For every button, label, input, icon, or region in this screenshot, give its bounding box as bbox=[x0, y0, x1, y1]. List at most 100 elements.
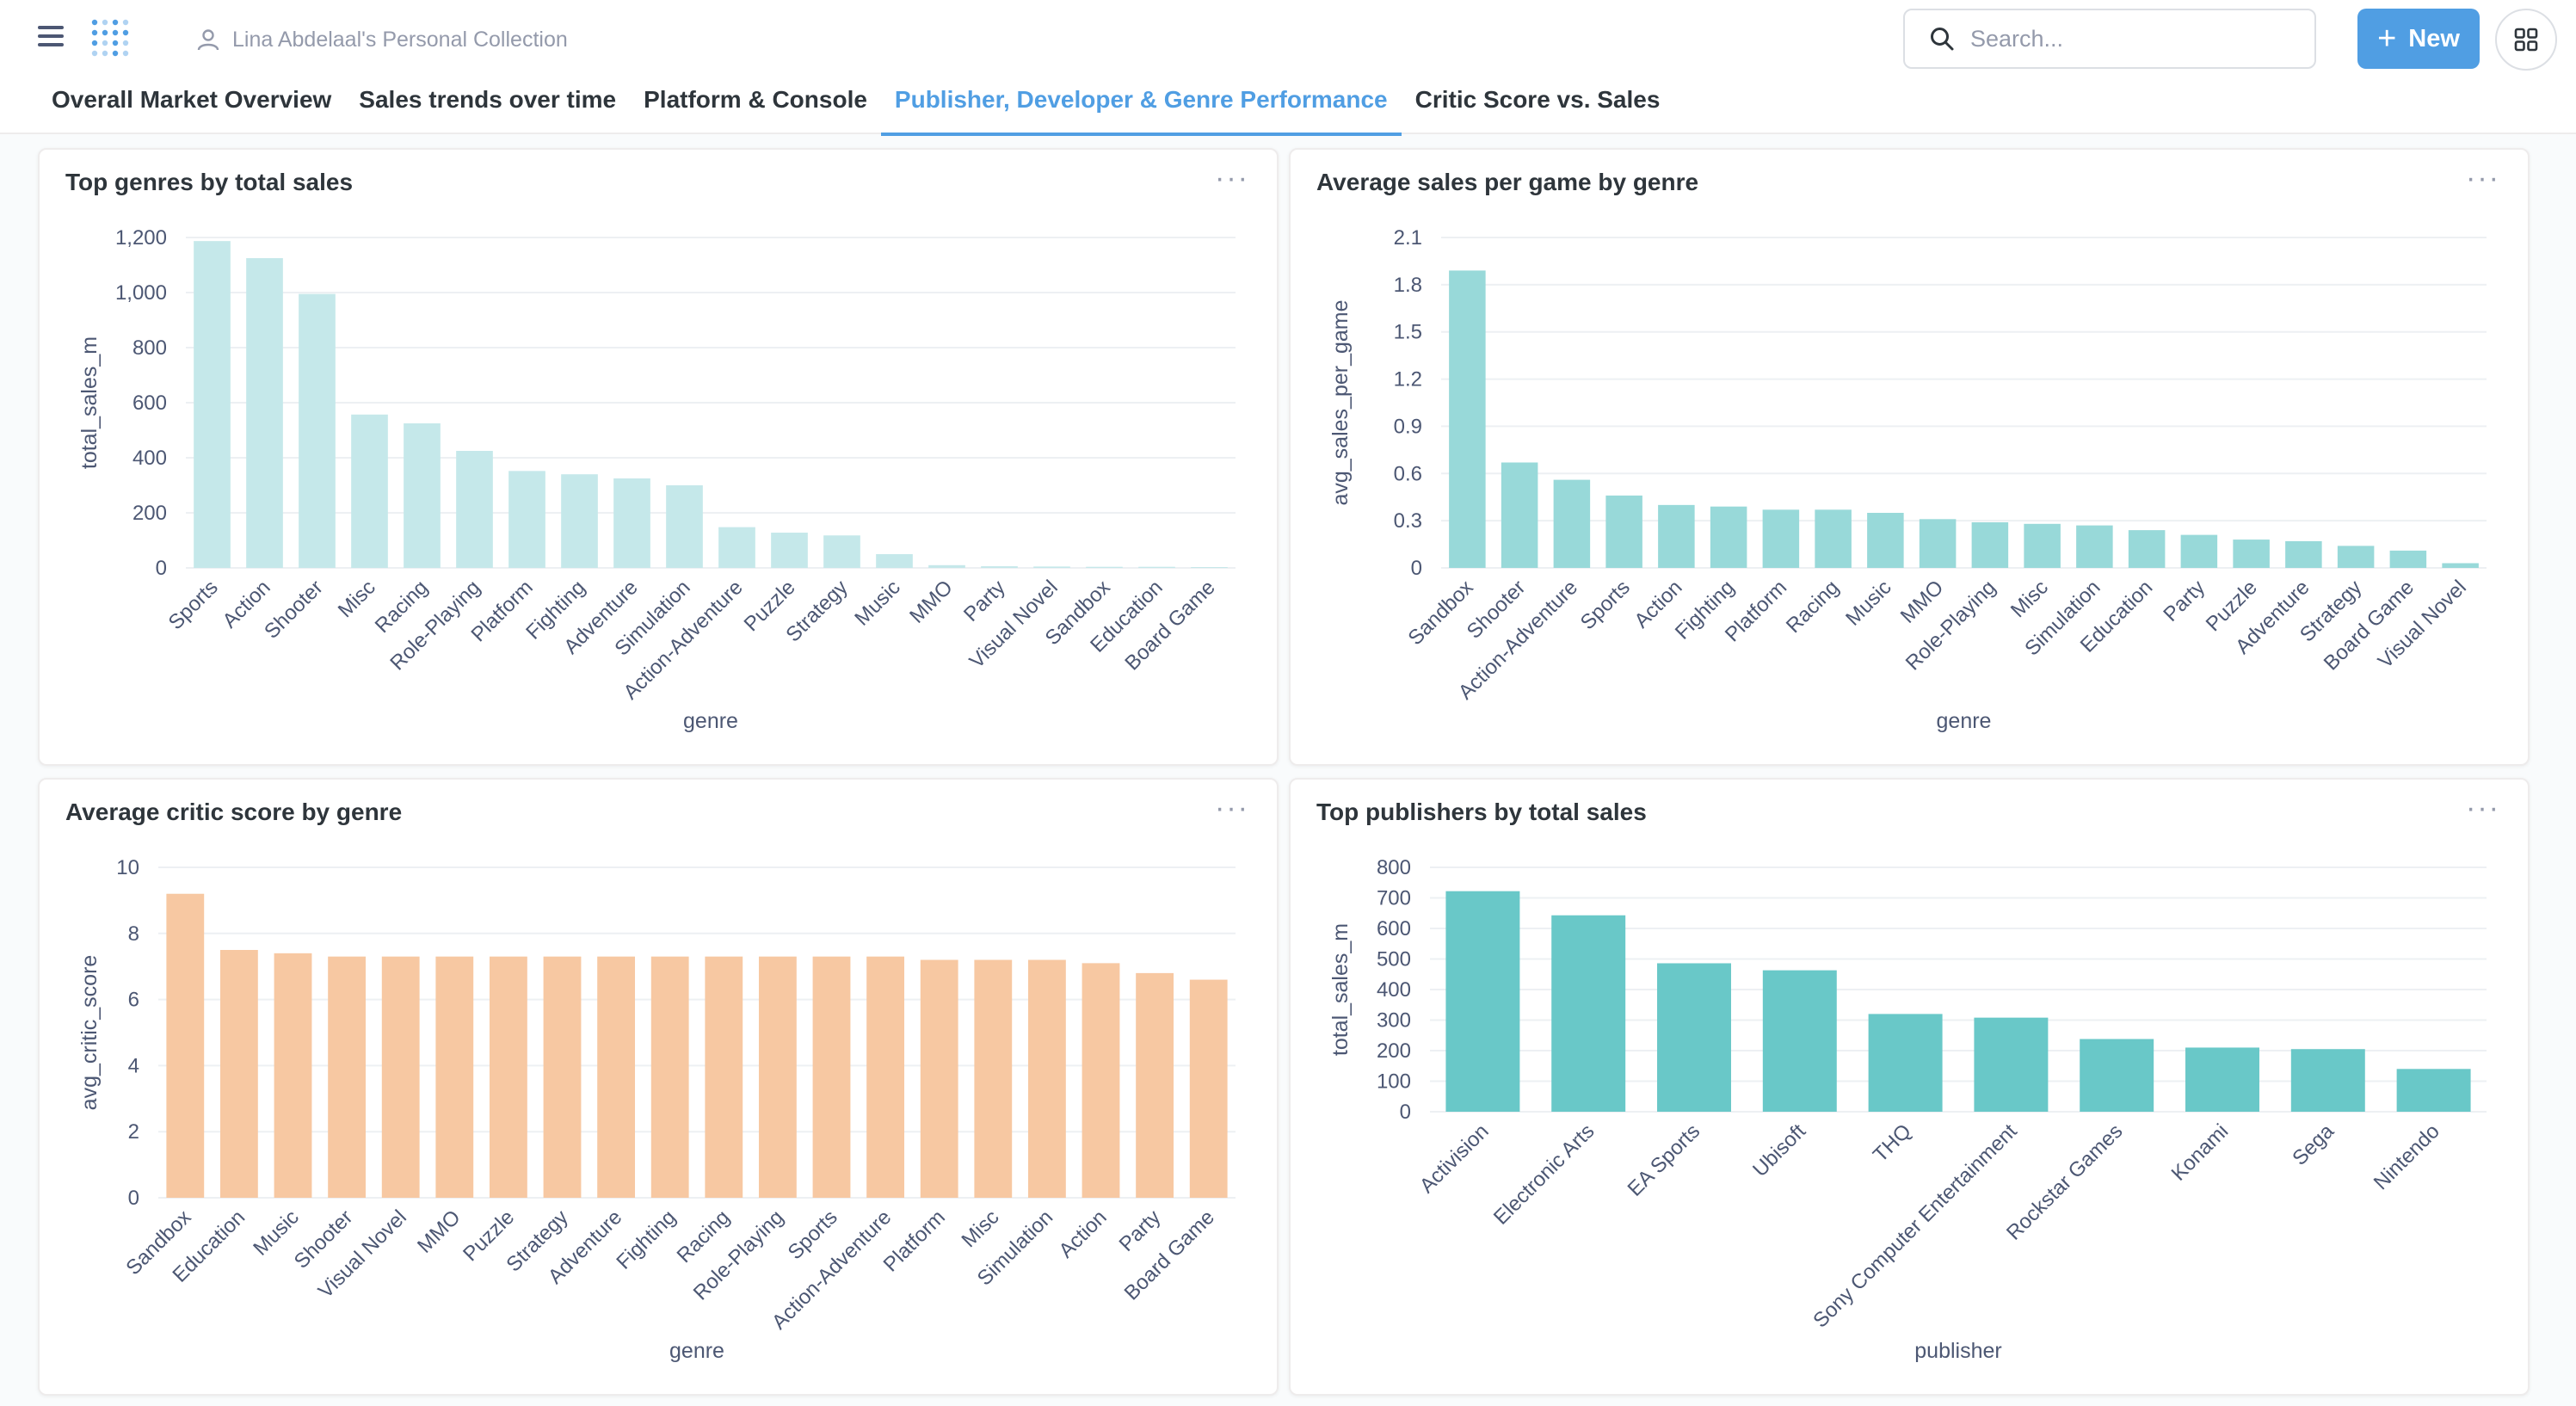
card-more-menu-icon[interactable]: ··· bbox=[2466, 792, 2500, 824]
bar[interactable] bbox=[404, 423, 441, 568]
bar[interactable] bbox=[1710, 506, 1747, 568]
person-icon bbox=[197, 29, 219, 51]
y-tick-label: 400 bbox=[1377, 978, 1411, 1002]
bar[interactable] bbox=[351, 414, 388, 568]
bar[interactable] bbox=[2389, 550, 2427, 568]
bar[interactable] bbox=[876, 554, 913, 568]
x-tick-label: EA Sports bbox=[1624, 1119, 1705, 1201]
bar[interactable] bbox=[2337, 546, 2375, 568]
bar[interactable] bbox=[561, 474, 598, 568]
bar[interactable] bbox=[1867, 513, 1904, 568]
bar[interactable] bbox=[2442, 563, 2479, 568]
bar[interactable] bbox=[1868, 1014, 1943, 1112]
card-more-menu-icon[interactable]: ··· bbox=[1215, 162, 1249, 194]
tab-publisher-developer-genre[interactable]: Publisher, Developer & Genre Performance bbox=[880, 84, 1402, 136]
bar[interactable] bbox=[2290, 1049, 2365, 1112]
bar[interactable] bbox=[1086, 566, 1123, 568]
bar[interactable] bbox=[246, 258, 283, 568]
bar[interactable] bbox=[2180, 534, 2218, 568]
y-tick-label: 4 bbox=[128, 1054, 139, 1077]
search-input[interactable] bbox=[1970, 25, 2297, 52]
bar[interactable] bbox=[981, 566, 1018, 568]
bar[interactable] bbox=[1762, 970, 1837, 1112]
bar[interactable] bbox=[1657, 963, 1731, 1112]
bar[interactable] bbox=[381, 956, 420, 1198]
bar[interactable] bbox=[2024, 523, 2061, 568]
bar[interactable] bbox=[974, 959, 1013, 1198]
bar[interactable] bbox=[812, 956, 851, 1198]
bar[interactable] bbox=[508, 471, 545, 568]
bar[interactable] bbox=[823, 535, 860, 568]
x-tick-label: Sega bbox=[2288, 1119, 2339, 1170]
bar[interactable] bbox=[920, 959, 958, 1198]
bar[interactable] bbox=[771, 533, 808, 568]
y-tick-label: 300 bbox=[1377, 1009, 1411, 1033]
bar[interactable] bbox=[1605, 495, 1642, 568]
bar[interactable] bbox=[866, 956, 905, 1198]
bar[interactable] bbox=[2185, 1047, 2259, 1112]
bar[interactable] bbox=[1138, 566, 1175, 568]
tab-overall-market-overview[interactable]: Overall Market Overview bbox=[52, 86, 332, 113]
bar[interactable] bbox=[435, 956, 474, 1198]
bar[interactable] bbox=[1762, 509, 1800, 568]
search-box[interactable] bbox=[1903, 9, 2316, 69]
bar[interactable] bbox=[613, 478, 650, 568]
bar[interactable] bbox=[328, 956, 367, 1198]
x-tick-label: Sports bbox=[1576, 576, 1635, 634]
card-more-menu-icon[interactable]: ··· bbox=[2466, 162, 2500, 194]
bar[interactable] bbox=[2128, 530, 2166, 568]
bar[interactable] bbox=[1919, 519, 1957, 568]
card-title: Top publishers by total sales bbox=[1316, 799, 1647, 825]
bar[interactable] bbox=[1658, 504, 1695, 568]
bar[interactable] bbox=[1033, 566, 1070, 568]
bar[interactable] bbox=[2233, 540, 2270, 568]
bar[interactable] bbox=[1082, 963, 1120, 1198]
bar[interactable] bbox=[1191, 567, 1228, 569]
y-axis-title: avg_critic_score bbox=[77, 955, 102, 1111]
bar[interactable] bbox=[456, 451, 493, 568]
bar[interactable] bbox=[2396, 1069, 2471, 1112]
tab-sales-trends[interactable]: Sales trends over time bbox=[359, 86, 617, 113]
bar[interactable] bbox=[650, 956, 689, 1198]
bar[interactable] bbox=[928, 564, 965, 568]
tab-platform-console[interactable]: Platform & Console bbox=[644, 86, 867, 113]
bar[interactable] bbox=[194, 241, 231, 568]
bar[interactable] bbox=[2285, 540, 2322, 568]
bar[interactable] bbox=[1136, 972, 1174, 1198]
bar[interactable] bbox=[489, 956, 527, 1198]
metabase-logo-icon[interactable] bbox=[88, 14, 136, 62]
bar[interactable] bbox=[1815, 509, 1852, 568]
bar[interactable] bbox=[1189, 979, 1228, 1198]
tab-critic-score-vs-sales[interactable]: Critic Score vs. Sales bbox=[1414, 86, 1661, 113]
bar[interactable] bbox=[166, 893, 205, 1198]
x-tick-label: Misc bbox=[334, 576, 380, 622]
bar[interactable] bbox=[1974, 1017, 2049, 1112]
bar[interactable] bbox=[219, 950, 258, 1198]
dashboard-tabs: Overall Market Overview Sales trends ove… bbox=[52, 84, 1687, 136]
hamburger-menu-icon[interactable] bbox=[38, 26, 64, 52]
bar[interactable] bbox=[718, 527, 755, 568]
bar[interactable] bbox=[1027, 959, 1066, 1198]
bar[interactable] bbox=[1501, 462, 1538, 568]
card-title: Average critic score by genre bbox=[65, 799, 403, 825]
bar[interactable] bbox=[705, 956, 743, 1198]
new-button[interactable]: + New bbox=[2357, 9, 2480, 69]
collection-breadcrumb[interactable]: Lina Abdelaal's Personal Collection bbox=[196, 22, 568, 57]
bar[interactable] bbox=[666, 485, 703, 568]
bar[interactable] bbox=[758, 956, 797, 1198]
bar[interactable] bbox=[543, 956, 582, 1198]
bar[interactable] bbox=[299, 293, 336, 568]
y-tick-label: 1,000 bbox=[115, 281, 167, 305]
bar[interactable] bbox=[1971, 521, 2009, 568]
apps-grid-button[interactable] bbox=[2495, 9, 2557, 71]
bar[interactable] bbox=[1445, 891, 1520, 1112]
bar[interactable] bbox=[2080, 1039, 2154, 1112]
bar[interactable] bbox=[1551, 915, 1626, 1112]
card-more-menu-icon[interactable]: ··· bbox=[1215, 792, 1249, 824]
y-tick-label: 0.9 bbox=[1394, 415, 1422, 438]
bar[interactable] bbox=[1553, 479, 1591, 568]
bar[interactable] bbox=[274, 953, 312, 1198]
bar[interactable] bbox=[1449, 270, 1486, 568]
bar[interactable] bbox=[597, 956, 636, 1198]
bar[interactable] bbox=[2076, 525, 2113, 568]
